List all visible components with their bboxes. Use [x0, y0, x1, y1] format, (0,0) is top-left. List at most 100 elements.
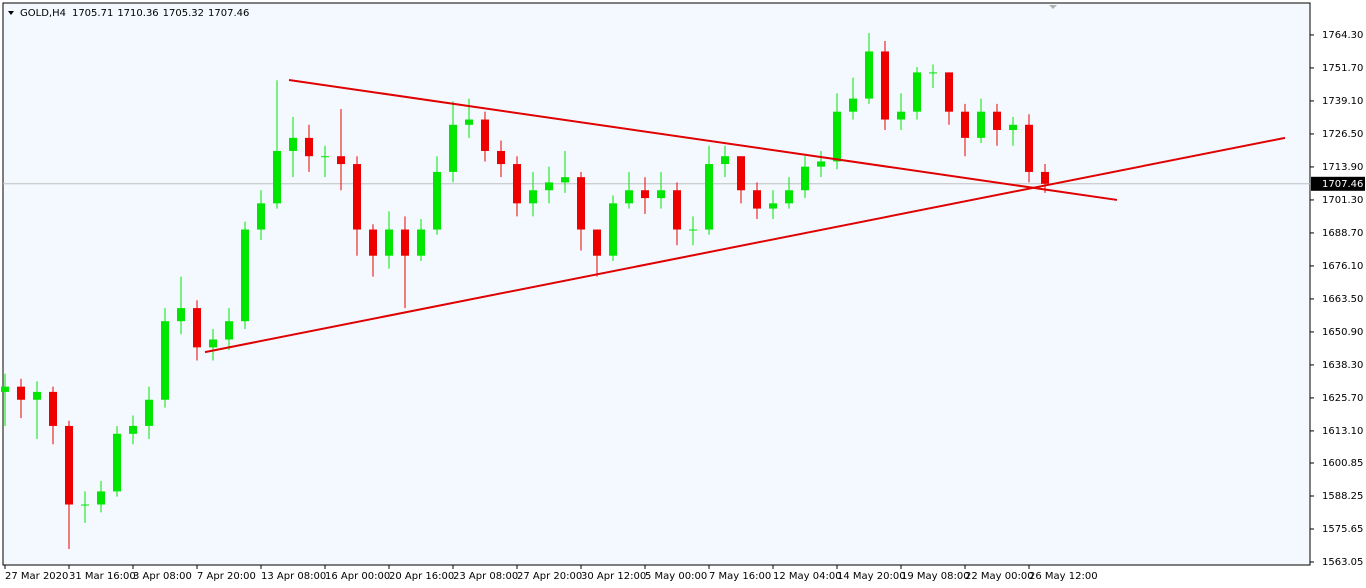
- candle-body: [577, 177, 585, 230]
- candle-body: [929, 72, 937, 74]
- candle-body: [737, 156, 745, 191]
- y-tick-label: 1638.30: [1322, 360, 1363, 371]
- candle-body: [113, 433, 121, 492]
- y-tick-label: 1600.85: [1322, 458, 1363, 469]
- candle-body: [705, 164, 713, 230]
- y-tick-label: 1739.10: [1322, 96, 1363, 107]
- candle-body: [897, 111, 905, 120]
- x-tick-label: 16 Apr 00:00: [325, 571, 390, 582]
- candle-body: [785, 190, 793, 204]
- candle-body: [945, 72, 953, 112]
- y-tick-label: 1575.65: [1322, 524, 1363, 535]
- candle-body: [1009, 124, 1017, 131]
- candle-body: [225, 321, 233, 340]
- candle-body: [481, 119, 489, 151]
- y-tick-label: 1650.90: [1322, 327, 1363, 338]
- shift-marker: [1049, 5, 1057, 9]
- candle-body: [769, 203, 777, 209]
- candle-body: [129, 425, 137, 434]
- candle-body: [401, 229, 409, 256]
- candle-body: [673, 190, 681, 230]
- y-tick-label: 1701.30: [1322, 195, 1363, 206]
- candle-body: [273, 150, 281, 204]
- candle-body: [465, 119, 473, 125]
- last-price-tag: [1311, 176, 1365, 191]
- x-tick-label: 14 May 20:00: [837, 571, 906, 582]
- candle-body: [145, 399, 153, 426]
- x-tick-label: 12 May 04:00: [773, 571, 842, 582]
- candle-body: [17, 386, 25, 400]
- y-tick-label: 1663.50: [1322, 294, 1363, 305]
- candle-body: [417, 229, 425, 256]
- trendline: [204, 136, 1286, 354]
- y-tick-label: 1713.90: [1322, 162, 1363, 173]
- x-tick-label: 30 Apr 12:00: [581, 571, 646, 582]
- candle-body: [177, 308, 185, 322]
- candle-body: [33, 391, 41, 400]
- candle-body: [641, 190, 649, 199]
- candle-body: [305, 137, 313, 157]
- candle-body: [721, 156, 729, 165]
- trendline: [288, 79, 1118, 201]
- y-tick-label: 1563.05: [1322, 557, 1363, 568]
- candle-body: [657, 190, 665, 199]
- y-tick-label: 1625.70: [1322, 393, 1363, 404]
- candle-body: [849, 98, 857, 112]
- candle-body: [257, 203, 265, 230]
- candle-body: [97, 491, 105, 505]
- candle-body: [289, 137, 297, 151]
- candle-body: [913, 72, 921, 112]
- candle-body: [961, 111, 969, 138]
- y-tick-label: 1588.25: [1322, 491, 1363, 502]
- y-tick-label: 1688.70: [1322, 228, 1363, 239]
- candle-body: [625, 190, 633, 204]
- candle-body: [545, 182, 553, 191]
- header-close: 1707.46: [208, 8, 249, 19]
- x-tick-label: 13 Apr 08:00: [261, 571, 326, 582]
- candle-body: [193, 308, 201, 348]
- y-tick-label: 1751.70: [1322, 63, 1363, 74]
- candle-body: [449, 124, 457, 172]
- x-tick-label: 19 May 08:00: [901, 571, 970, 582]
- candle-body: [241, 229, 249, 322]
- last-price-label: 1707.46: [1322, 179, 1363, 190]
- x-tick-label: 7 May 16:00: [709, 571, 771, 582]
- candle-body: [1025, 124, 1033, 172]
- candle-body: [561, 177, 569, 183]
- candle-body: [1041, 171, 1049, 184]
- candle-body: [593, 229, 601, 256]
- candle-body: [81, 504, 89, 506]
- candle-body: [337, 156, 345, 165]
- x-tick-label: 5 May 00:00: [645, 571, 707, 582]
- symbol: GOLD,H4: [20, 8, 66, 19]
- y-tick-label: 1613.10: [1322, 426, 1363, 437]
- candle-body: [529, 190, 537, 204]
- candle-body: [433, 171, 441, 230]
- x-tick-label: 22 May 00:00: [965, 571, 1034, 582]
- candle-body: [689, 229, 697, 231]
- candle-body: [993, 111, 1001, 131]
- x-tick-label: 20 Apr 16:00: [389, 571, 454, 582]
- candle-body: [209, 339, 217, 348]
- menu-arrow: [8, 11, 14, 15]
- candle-body: [497, 150, 505, 165]
- x-tick-label: 7 Apr 20:00: [197, 571, 256, 582]
- candle-body: [321, 156, 329, 158]
- x-tick-label: 27 Apr 20:00: [517, 571, 582, 582]
- candle-body: [49, 391, 57, 426]
- candle-body: [609, 203, 617, 256]
- candle-body: [977, 111, 985, 138]
- x-tick-label: 3 Apr 08:00: [133, 571, 192, 582]
- x-tick-label: 26 May 12:00: [1029, 571, 1098, 582]
- candle-body: [65, 425, 73, 505]
- header-low: 1705.32: [163, 8, 204, 19]
- header-open: 1705.71: [72, 8, 113, 19]
- y-tick-label: 1726.50: [1322, 129, 1363, 140]
- candle-body: [753, 190, 761, 209]
- header: GOLD,H4 1705.71 1710.36 1705.32 1707.46: [20, 8, 249, 19]
- header-high: 1710.36: [117, 8, 158, 19]
- candle-body: [513, 164, 521, 204]
- candle-body: [881, 51, 889, 120]
- x-tick-label: 31 Mar 16:00: [69, 571, 136, 582]
